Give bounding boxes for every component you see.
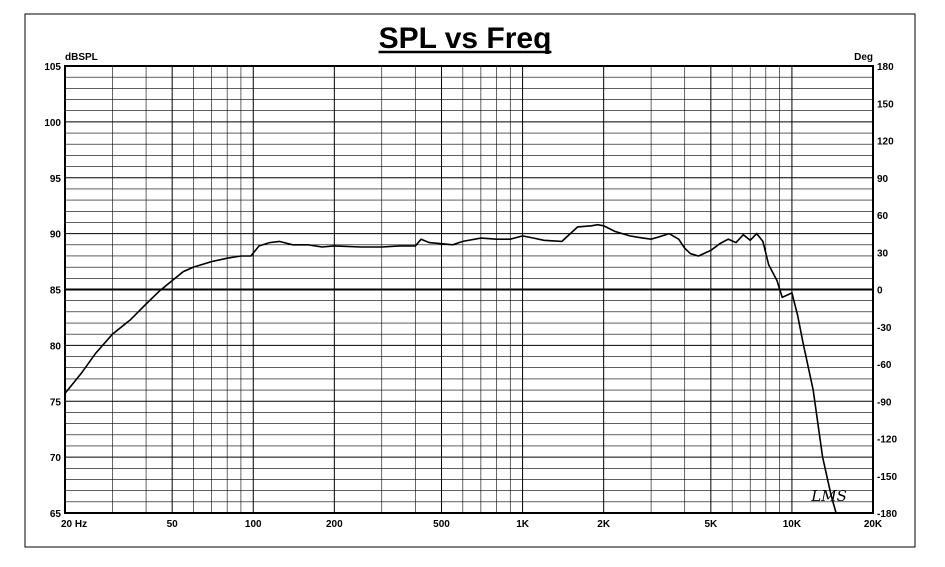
y2-tick-label: -180: [877, 509, 897, 520]
plot-area-border: [64, 65, 874, 514]
y2-tick-label: 60: [877, 211, 889, 222]
y-axis-label: dBSPL: [65, 52, 98, 63]
outer-frame: [24, 13, 916, 548]
x-tick-label: 20 Hz: [61, 519, 87, 530]
y2-tick-label: 30: [877, 248, 889, 259]
y2-tick-label: 90: [877, 174, 889, 185]
x-tick-label: 50: [167, 519, 179, 530]
x-tick-label: 500: [433, 519, 450, 530]
y2-tick-label: -90: [877, 397, 892, 408]
x-tick-label: 20K: [864, 519, 883, 530]
y-tick-label: 75: [50, 397, 62, 408]
x-tick-label: 2K: [597, 519, 611, 530]
y2-tick-label: 120: [877, 137, 894, 148]
y-tick-label: 70: [50, 453, 62, 464]
y2-tick-label: 150: [877, 99, 894, 110]
x-tick-label: 10K: [783, 519, 802, 530]
y2-tick-label: -150: [877, 472, 897, 483]
spl-curve: [65, 223, 837, 513]
y-tick-label: 65: [50, 509, 62, 520]
y2-tick-label: -120: [877, 435, 897, 446]
y2-tick-label: -30: [877, 323, 892, 334]
chart-title: SPL vs Freq: [379, 22, 552, 55]
x-tick-label: 100: [245, 519, 262, 530]
y-tick-label: 95: [50, 174, 62, 185]
minor-grid: [65, 66, 873, 513]
x-tick-label: 200: [326, 519, 343, 530]
y-tick-label: 100: [44, 118, 61, 129]
y-tick-label: 90: [50, 230, 62, 241]
y2-tick-label: 180: [877, 62, 894, 73]
y2-tick-label: 0: [877, 286, 883, 297]
signature-mark: LMS: [810, 487, 847, 505]
y-tick-label: 80: [50, 341, 62, 352]
x-tick-label: 1K: [516, 519, 530, 530]
y2-tick-label: -60: [877, 360, 892, 371]
x-tick-label: 5K: [704, 519, 718, 530]
y-tick-label: 85: [50, 286, 62, 297]
y2-axis-label: Deg: [854, 52, 873, 63]
y-tick-label: 105: [44, 62, 61, 73]
